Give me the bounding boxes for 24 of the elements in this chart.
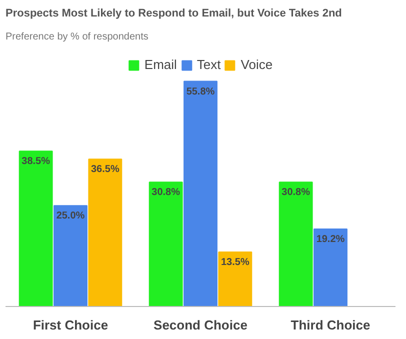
bar (218, 252, 252, 306)
bar (314, 228, 348, 306)
data-label: 36.5% (90, 164, 120, 176)
bar (278, 182, 313, 306)
legend-label: Email (144, 57, 177, 72)
bar (18, 150, 53, 306)
bar (184, 80, 218, 306)
data-label: 25.0% (56, 210, 85, 222)
data-label: 38.5% (22, 156, 50, 168)
data-label: 19.2% (316, 234, 345, 246)
chart-title: Prospects Most Likely to Respond to Email, but Voice Takes 2nd (6, 8, 342, 20)
bar (148, 182, 183, 306)
data-label: 13.5% (220, 257, 250, 268)
bar (88, 158, 122, 306)
x-tick-label: Second Choice (154, 318, 248, 332)
data-label: 30.8% (152, 187, 180, 198)
legend-label: Voice (240, 57, 273, 72)
x-tick-label: Third Choice (290, 318, 370, 332)
data-label: 30.8% (282, 187, 310, 198)
bar (54, 205, 88, 306)
legend-label: Text (196, 57, 221, 72)
x-tick-label: First Choice (32, 318, 108, 332)
chart-subtitle: Preference by % of respondents (6, 32, 148, 42)
data-label: 55.8% (186, 86, 215, 98)
